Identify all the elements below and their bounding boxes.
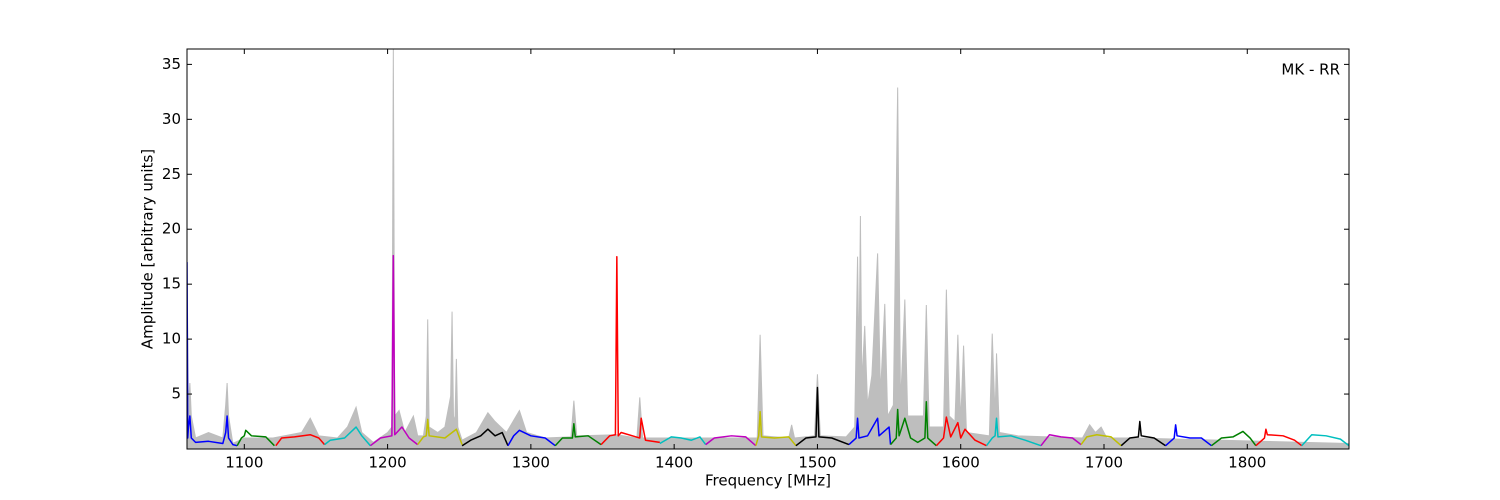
- plot-frame: [186, 48, 1350, 450]
- line: [236, 429, 275, 447]
- line: [1301, 433, 1349, 447]
- x-tick-label: 1500: [798, 454, 836, 472]
- y-axis-label: Amplitude [arbitrary units]: [139, 149, 157, 349]
- x-tick-label: 1600: [942, 454, 980, 472]
- y-tick-label: 35: [162, 55, 181, 73]
- line: [755, 410, 797, 447]
- line: [324, 426, 371, 447]
- line: [985, 417, 1042, 447]
- line: [417, 418, 463, 446]
- line: [659, 436, 707, 446]
- y-tick-label: 25: [162, 165, 181, 183]
- line: [935, 416, 987, 447]
- line: [889, 400, 937, 447]
- line: [275, 433, 326, 447]
- line: [848, 417, 892, 446]
- plot-area: [187, 49, 1349, 449]
- line: [1040, 433, 1082, 447]
- line: [461, 428, 509, 447]
- area: [187, 49, 1349, 449]
- y-tick-label: 15: [162, 275, 181, 293]
- line: [1210, 430, 1257, 447]
- line: [1165, 424, 1212, 447]
- x-tick-label: 1100: [225, 454, 263, 472]
- line: [554, 422, 602, 447]
- y-tick-label: 5: [171, 385, 181, 403]
- line: [600, 255, 660, 446]
- x-tick-label: 1400: [655, 454, 693, 472]
- x-tick-label: 1200: [368, 454, 406, 472]
- annotation: MK - RR: [1281, 61, 1340, 79]
- line: [507, 429, 556, 447]
- line: [795, 386, 850, 447]
- line: [187, 262, 238, 447]
- y-tick-label: 20: [162, 220, 181, 238]
- line: [1120, 420, 1167, 447]
- x-tick-label: 1300: [512, 454, 550, 472]
- line: [705, 435, 757, 447]
- x-axis-label: Frequency [MHz]: [705, 472, 831, 490]
- x-tick-label: 1700: [1085, 454, 1123, 472]
- line: [1080, 433, 1122, 447]
- y-tick-label: 30: [162, 110, 181, 128]
- line: [369, 254, 419, 447]
- y-tick-label: 10: [162, 330, 181, 348]
- line: [1255, 428, 1303, 447]
- x-tick-label: 1800: [1228, 454, 1266, 472]
